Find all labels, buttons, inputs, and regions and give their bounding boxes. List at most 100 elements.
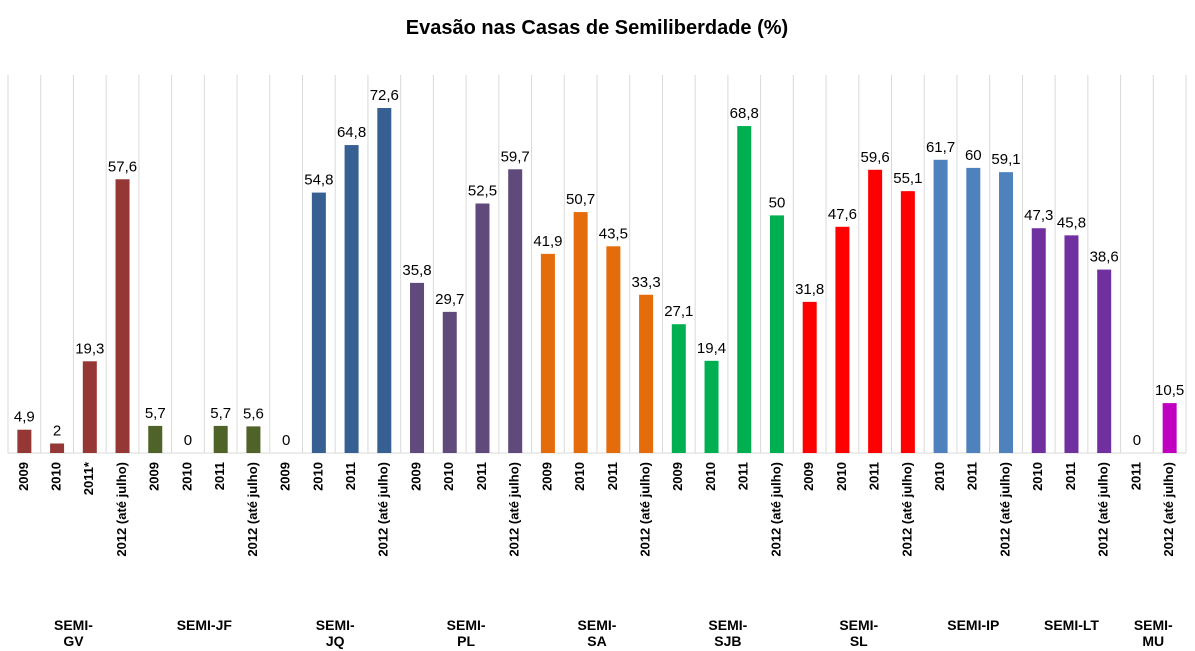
bar (17, 429, 32, 453)
value-label: 57,6 (108, 158, 137, 175)
value-label: 72,6 (370, 87, 399, 104)
value-label: 54,8 (304, 172, 333, 189)
group-label: SEMI-SJB (708, 617, 748, 649)
bar (966, 167, 981, 453)
bar (639, 294, 654, 453)
value-label: 50,7 (566, 191, 595, 208)
value-label: 61,7 (926, 139, 955, 156)
bar (82, 361, 97, 453)
x-tick-label: 2010 (1030, 462, 1045, 491)
group-label: SEMI-MU (1133, 617, 1173, 649)
group-label: SEMI-SA (577, 617, 617, 649)
x-tick-label: 2009 (147, 462, 162, 491)
value-label: 2 (53, 422, 61, 439)
x-tick-label: 2009 (16, 462, 31, 491)
value-label: 5,7 (210, 405, 231, 422)
value-label: 27,1 (664, 303, 693, 320)
bar (737, 126, 752, 453)
x-tick-label: 2010 (703, 462, 718, 491)
value-label: 38,6 (1090, 249, 1119, 266)
bar (835, 226, 850, 453)
x-tick-label: 2012 (até julho) (997, 462, 1012, 557)
x-tick-label: 2010 (932, 462, 947, 491)
bar (246, 426, 261, 453)
value-label: 45,8 (1057, 214, 1086, 231)
group-label: SEMI-SL (839, 617, 879, 649)
bar (115, 179, 130, 453)
bar (148, 425, 163, 453)
value-label: 60 (965, 147, 982, 164)
x-tick-label: 2010 (834, 462, 849, 491)
x-tick-label: 2012 (até julho) (507, 462, 522, 557)
x-tick-label: 2012 (até julho) (1096, 462, 1111, 557)
x-tick-label: 2009 (408, 462, 423, 491)
value-label: 0 (184, 432, 192, 449)
x-tick-label: 2012 (até julho) (768, 462, 783, 557)
x-tick-label: 2011 (343, 462, 358, 490)
x-tick-label: 2009 (801, 462, 816, 491)
value-label: 59,6 (861, 149, 890, 166)
bar (1031, 228, 1046, 453)
bar (344, 145, 359, 454)
bar (50, 443, 65, 453)
x-tick-label: 2010 (572, 462, 587, 491)
value-label: 59,1 (991, 151, 1020, 168)
group-label: SEMI-JF (176, 617, 232, 633)
value-label: 52,5 (468, 183, 497, 200)
bar (311, 192, 326, 453)
value-label: 47,6 (828, 206, 857, 223)
bar (377, 108, 392, 453)
group-label: SEMI-IP (947, 617, 1000, 633)
chart-title: Evasão nas Casas de Semiliberdade (%) (406, 17, 788, 39)
x-tick-label: 2012 (até julho) (245, 462, 260, 557)
value-label: 0 (282, 432, 290, 449)
group-label: SEMI-JQ (315, 617, 355, 649)
value-label: 47,3 (1024, 207, 1053, 224)
bar (769, 215, 784, 453)
bar (933, 159, 948, 453)
bar (802, 301, 817, 453)
value-label: 55,1 (893, 170, 922, 187)
bar (1162, 403, 1177, 453)
value-label: 0 (1133, 432, 1141, 449)
group-label: SEMI-GV (53, 617, 93, 649)
bar (1064, 235, 1079, 453)
bar (410, 282, 425, 453)
bar (1097, 269, 1112, 453)
x-tick-label: 2009 (539, 462, 554, 491)
value-label: 10,5 (1155, 382, 1184, 399)
value-label: 29,7 (435, 291, 464, 308)
value-label: 43,5 (599, 225, 628, 242)
value-label: 4,9 (14, 409, 35, 426)
x-tick-label: 2012 (até julho) (638, 462, 653, 557)
x-tick-label: 2009 (670, 462, 685, 491)
x-tick-label: 2010 (179, 462, 194, 491)
bar (508, 169, 523, 454)
x-tick-label: 2011 (212, 462, 227, 490)
group-label: SEMI-LT (1043, 617, 1099, 633)
x-tick-label: 2012 (até julho) (1161, 462, 1176, 557)
x-tick-label: 2011 (1128, 462, 1143, 490)
x-tick-label: 2011 (965, 462, 980, 490)
value-label: 41,9 (533, 233, 562, 250)
value-label: 5,7 (145, 405, 166, 422)
value-label: 31,8 (795, 281, 824, 298)
value-label: 50 (769, 194, 786, 211)
bar (999, 172, 1014, 453)
x-tick-label: 2010 (49, 462, 64, 491)
bar (606, 246, 621, 453)
x-tick-label: 2012 (até julho) (114, 462, 129, 557)
value-label: 59,7 (501, 148, 530, 165)
value-label: 19,4 (697, 340, 726, 357)
x-tick-label: 2011 (736, 462, 751, 490)
x-tick-label: 2011 (867, 462, 882, 490)
x-tick-label: 2011 (474, 462, 489, 490)
bar (900, 191, 915, 453)
bar (671, 324, 686, 453)
bar (704, 360, 719, 453)
group-label: SEMI-PL (446, 617, 486, 649)
x-tick-label: 2011* (81, 461, 96, 495)
bar (442, 311, 457, 453)
